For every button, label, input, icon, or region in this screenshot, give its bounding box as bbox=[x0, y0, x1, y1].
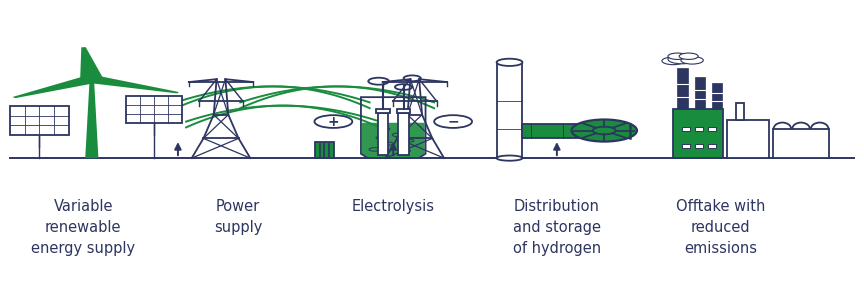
Bar bbox=[677, 68, 688, 109]
Bar bbox=[708, 127, 716, 131]
Circle shape bbox=[662, 57, 684, 65]
Bar bbox=[735, 103, 744, 120]
Bar bbox=[673, 109, 723, 158]
Bar bbox=[695, 127, 703, 131]
Bar bbox=[773, 129, 829, 158]
Text: Distribution
and storage
of hydrogen: Distribution and storage of hydrogen bbox=[513, 199, 601, 256]
Bar bbox=[695, 77, 705, 109]
Polygon shape bbox=[362, 123, 425, 158]
Bar bbox=[376, 109, 390, 113]
Circle shape bbox=[314, 115, 353, 128]
Circle shape bbox=[593, 127, 616, 134]
Circle shape bbox=[681, 57, 703, 64]
Circle shape bbox=[668, 53, 687, 59]
Bar bbox=[378, 113, 388, 155]
Bar bbox=[497, 62, 523, 158]
Text: Electrolysis: Electrolysis bbox=[352, 199, 435, 214]
Text: −: − bbox=[448, 115, 459, 129]
Polygon shape bbox=[13, 76, 98, 98]
Bar bbox=[126, 96, 182, 123]
Bar bbox=[682, 144, 690, 148]
Polygon shape bbox=[86, 79, 98, 158]
Ellipse shape bbox=[497, 156, 523, 161]
Circle shape bbox=[679, 53, 698, 59]
Bar bbox=[10, 106, 68, 135]
Bar bbox=[727, 120, 769, 158]
Bar bbox=[523, 124, 630, 137]
Bar bbox=[314, 142, 334, 158]
Bar bbox=[398, 113, 409, 155]
Circle shape bbox=[82, 76, 101, 82]
Ellipse shape bbox=[497, 59, 523, 66]
Bar bbox=[712, 83, 722, 109]
Text: Offtake with
reduced
emissions: Offtake with reduced emissions bbox=[676, 199, 766, 256]
Bar bbox=[695, 144, 703, 148]
Polygon shape bbox=[87, 76, 179, 93]
Bar bbox=[682, 127, 690, 131]
Text: Power
supply: Power supply bbox=[214, 199, 263, 235]
Bar bbox=[397, 109, 410, 113]
Text: +: + bbox=[327, 115, 340, 129]
Polygon shape bbox=[80, 47, 104, 79]
Circle shape bbox=[668, 54, 696, 64]
Circle shape bbox=[434, 115, 472, 128]
Bar bbox=[708, 144, 716, 148]
Circle shape bbox=[571, 120, 637, 142]
Text: Variable
renewable
energy supply: Variable renewable energy supply bbox=[31, 199, 136, 256]
